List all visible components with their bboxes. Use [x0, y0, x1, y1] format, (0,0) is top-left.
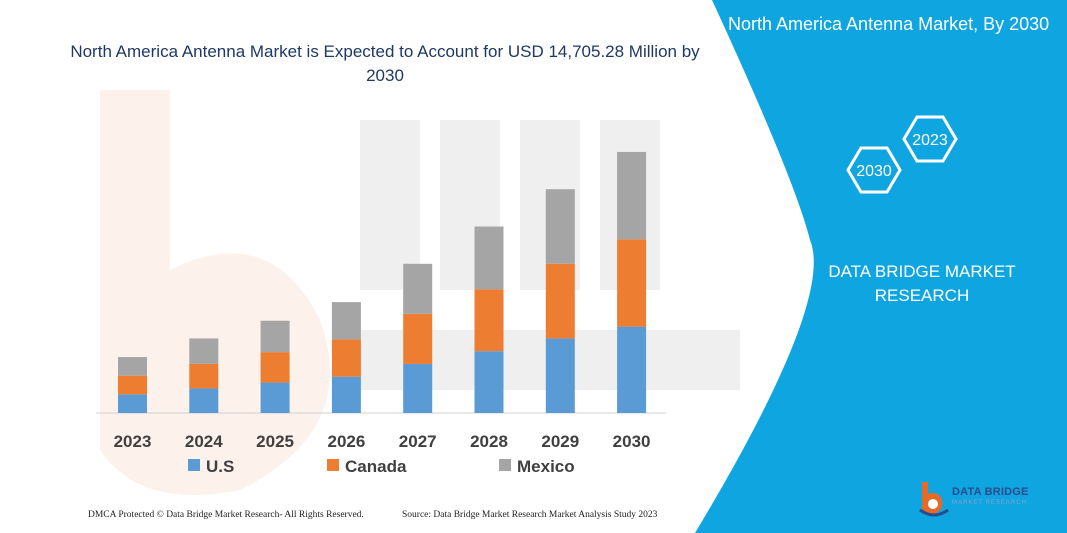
- stacked-bar-chart: 2023 2024 2025 2026 2027 2028 2029 2030 U.S Cana…: [96, 151, 666, 476]
- bar-canada-2030: [617, 239, 647, 327]
- legend-label-mexico: Mexico: [517, 457, 575, 476]
- hex-2023-icon: [902, 115, 958, 163]
- bar-us-2026: [331, 376, 361, 413]
- bar-mexico-2024: [189, 338, 219, 364]
- bar-canada-2026: [331, 339, 361, 377]
- bar-us-2024: [189, 388, 219, 413]
- bar-canada-2029: [545, 263, 575, 339]
- footer-copyright: DMCA Protected © Data Bridge Market Rese…: [88, 510, 364, 520]
- x-tick-label-2025: 2025: [256, 432, 294, 451]
- bar-mexico-2023: [118, 357, 147, 376]
- hex-2023-label: 2023: [912, 132, 948, 149]
- hex-2030-label: 2030: [856, 163, 892, 180]
- legend-label-us: U.S: [206, 457, 234, 476]
- logo-subtitle: MARKET RESEARCH: [952, 500, 1027, 506]
- footer-source: Source: Data Bridge Market Research Mark…: [402, 510, 658, 520]
- logo-name: DATA BRIDGE: [952, 486, 1029, 498]
- x-tick-label-2023: 2023: [114, 432, 152, 451]
- x-tick-label-2027: 2027: [399, 432, 437, 451]
- bar-canada-2023: [118, 375, 147, 395]
- legend-swatch-us: [188, 459, 200, 471]
- legend-label-canada: Canada: [345, 457, 407, 476]
- chart-title: North America Antenna Market is Expected…: [70, 42, 700, 85]
- bar-canada-2025: [260, 352, 290, 383]
- x-tick-label-2024: 2024: [185, 432, 223, 451]
- panel-company-name: DATA BRIDGE MARKET RESEARCH: [828, 262, 1016, 305]
- chart-legend: U.S Canada Mexico: [188, 457, 575, 476]
- bar-canada-2027: [403, 313, 433, 364]
- bar-mexico-2026: [331, 302, 361, 340]
- bar-canada-2024: [189, 363, 219, 389]
- hex-2030-icon: [846, 146, 902, 194]
- panel-title: North America Antenna Market, By 2030: [728, 14, 1050, 34]
- x-tick-label-2029: 2029: [541, 432, 579, 451]
- bar-canada-2028: [474, 289, 504, 352]
- bars-group: [118, 151, 647, 413]
- x-tick-label-2026: 2026: [327, 432, 365, 451]
- bar-mexico-2029: [545, 189, 575, 264]
- legend-swatch-mexico: [499, 459, 511, 471]
- x-tick-labels: 2023 2024 2025 2026 2027 2028 2029 2030: [114, 432, 651, 451]
- x-tick-label-2030: 2030: [613, 432, 651, 451]
- bar-us-2027: [403, 363, 433, 413]
- company-logo: DATA BRIDGE MARKET RESEARCH: [918, 480, 1058, 520]
- bar-us-2028: [474, 351, 504, 413]
- bar-mexico-2028: [474, 226, 504, 290]
- bar-us-2030: [617, 326, 647, 413]
- bar-us-2023: [118, 394, 147, 413]
- bar-mexico-2027: [403, 263, 433, 314]
- bar-mexico-2025: [260, 320, 290, 353]
- x-tick-label-2028: 2028: [470, 432, 508, 451]
- bar-mexico-2030: [617, 151, 647, 240]
- legend-swatch-canada: [327, 459, 339, 471]
- logo-mark-icon: [919, 482, 949, 517]
- bar-us-2025: [260, 382, 290, 413]
- bar-us-2029: [545, 338, 575, 413]
